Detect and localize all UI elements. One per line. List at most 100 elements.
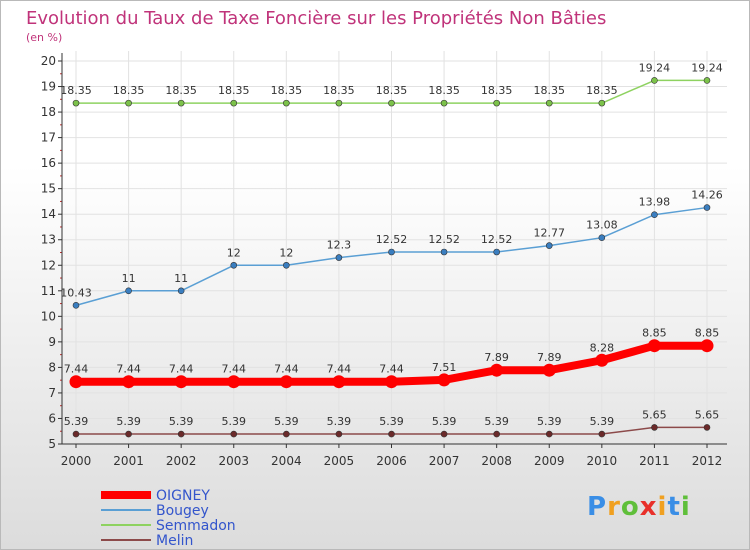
data-point-bougey bbox=[177, 287, 185, 295]
y-tick-label: 13 bbox=[41, 233, 56, 247]
data-label-oigney: 7.44 bbox=[169, 363, 194, 376]
data-point-bougey bbox=[125, 287, 132, 295]
data-label-oigney: 7.89 bbox=[537, 351, 562, 364]
y-tick-label: 14 bbox=[41, 207, 56, 221]
y-tick-label: 10 bbox=[41, 309, 56, 323]
data-point-bougey bbox=[703, 204, 711, 211]
data-point-semmadon bbox=[545, 99, 553, 107]
data-label-oigney: 7.44 bbox=[327, 363, 352, 376]
x-tick-label: 2006 bbox=[376, 454, 407, 468]
data-point-melin bbox=[230, 430, 238, 438]
data-point-semmadon bbox=[598, 99, 606, 107]
x-tick-label: 2000 bbox=[61, 454, 92, 468]
data-point-bougey bbox=[651, 211, 658, 219]
data-point-bougey bbox=[283, 261, 290, 269]
data-point-melin bbox=[177, 430, 185, 438]
x-tick-label: 2009 bbox=[534, 454, 565, 468]
x-tick-label: 2003 bbox=[218, 454, 249, 468]
data-label-semmadon: 18.35 bbox=[165, 84, 197, 97]
data-label-bougey: 12.52 bbox=[481, 233, 513, 246]
data-label-oigney: 7.89 bbox=[484, 351, 509, 364]
data-label-melin: 5.65 bbox=[695, 408, 720, 421]
data-label-semmadon: 18.35 bbox=[60, 84, 92, 97]
data-point-melin bbox=[388, 430, 395, 438]
x-tick-label: 2010 bbox=[587, 454, 618, 468]
data-point-bougey bbox=[72, 302, 80, 309]
data-point-melin bbox=[493, 430, 500, 438]
data-point-oigney bbox=[595, 353, 609, 367]
data-label-bougey: 12.3 bbox=[327, 239, 352, 252]
data-label-bougey: 13.08 bbox=[586, 219, 618, 232]
data-label-oigney: 8.85 bbox=[642, 327, 667, 340]
data-label-semmadon: 18.35 bbox=[113, 84, 145, 97]
data-point-melin bbox=[703, 424, 711, 431]
logo-letter: r bbox=[607, 492, 621, 522]
logo-letter: i bbox=[657, 492, 668, 522]
data-label-bougey: 13.98 bbox=[639, 196, 671, 209]
data-label-melin: 5.39 bbox=[432, 415, 457, 428]
data-point-oigney bbox=[332, 375, 346, 389]
data-label-oigney: 7.44 bbox=[64, 363, 89, 376]
y-tick-label: 8 bbox=[48, 360, 56, 374]
data-label-bougey: 11 bbox=[122, 272, 136, 285]
x-tick-label: 2005 bbox=[324, 454, 355, 468]
data-point-bougey bbox=[598, 234, 606, 241]
data-label-bougey: 10.43 bbox=[60, 286, 92, 299]
data-point-bougey bbox=[230, 261, 238, 269]
x-tick-label: 2008 bbox=[481, 454, 512, 468]
y-tick-label: 11 bbox=[41, 284, 56, 298]
data-point-oigney bbox=[647, 339, 661, 353]
data-label-semmadon: 19.24 bbox=[691, 61, 723, 74]
data-point-oigney bbox=[122, 375, 136, 389]
data-label-oigney: 7.44 bbox=[222, 363, 247, 376]
data-label-melin: 5.39 bbox=[537, 415, 562, 428]
x-tick-label: 2001 bbox=[113, 454, 144, 468]
data-point-semmadon bbox=[230, 99, 238, 107]
data-point-melin bbox=[283, 430, 290, 438]
data-label-semmadon: 18.35 bbox=[323, 84, 355, 97]
y-tick-label: 7 bbox=[48, 386, 56, 400]
logo-letter: P bbox=[587, 492, 608, 522]
data-label-melin: 5.39 bbox=[169, 415, 194, 428]
data-point-bougey bbox=[545, 242, 553, 249]
data-label-oigney: 8.85 bbox=[695, 327, 720, 340]
data-label-oigney: 7.44 bbox=[274, 363, 299, 376]
data-label-semmadon: 18.35 bbox=[218, 84, 250, 97]
data-point-semmadon bbox=[493, 99, 500, 107]
data-point-semmadon bbox=[72, 99, 80, 107]
chart-subtitle: (en %) bbox=[26, 31, 62, 44]
y-tick-label: 20 bbox=[41, 54, 56, 68]
data-point-oigney bbox=[385, 375, 398, 389]
series-group bbox=[69, 77, 714, 438]
data-point-oigney bbox=[700, 339, 714, 353]
data-point-melin bbox=[545, 430, 553, 438]
data-label-melin: 5.65 bbox=[642, 408, 667, 421]
data-label-melin: 5.39 bbox=[274, 415, 299, 428]
y-tick-label: 19 bbox=[41, 80, 56, 94]
y-tick-label: 18 bbox=[41, 105, 56, 119]
logo-letter: i bbox=[680, 492, 691, 522]
x-tick-label: 2004 bbox=[271, 454, 302, 468]
data-label-melin: 5.39 bbox=[222, 415, 247, 428]
logo-letter: o bbox=[620, 492, 640, 522]
y-tick-label: 16 bbox=[41, 156, 56, 170]
data-label-oigney: 8.28 bbox=[590, 341, 615, 354]
data-point-melin bbox=[651, 424, 658, 431]
y-tick-label: 5 bbox=[48, 437, 56, 451]
data-point-oigney bbox=[174, 375, 188, 389]
data-label-oigney: 7.44 bbox=[116, 363, 141, 376]
data-point-melin bbox=[72, 430, 80, 438]
data-label-bougey: 12.77 bbox=[534, 227, 566, 240]
data-point-melin bbox=[335, 430, 343, 438]
data-label-semmadon: 18.35 bbox=[271, 84, 303, 97]
data-point-melin bbox=[125, 430, 132, 438]
chart-title: Evolution du Taux de Taxe Foncière sur l… bbox=[26, 8, 606, 29]
legend-label-melin: Melin bbox=[156, 533, 193, 549]
data-point-semmadon bbox=[703, 77, 711, 84]
data-label-oigney: 7.44 bbox=[379, 363, 404, 376]
data-label-melin: 5.39 bbox=[327, 415, 352, 428]
x-tick-label: 2002 bbox=[166, 454, 197, 468]
x-tick-label: 2012 bbox=[692, 454, 723, 468]
